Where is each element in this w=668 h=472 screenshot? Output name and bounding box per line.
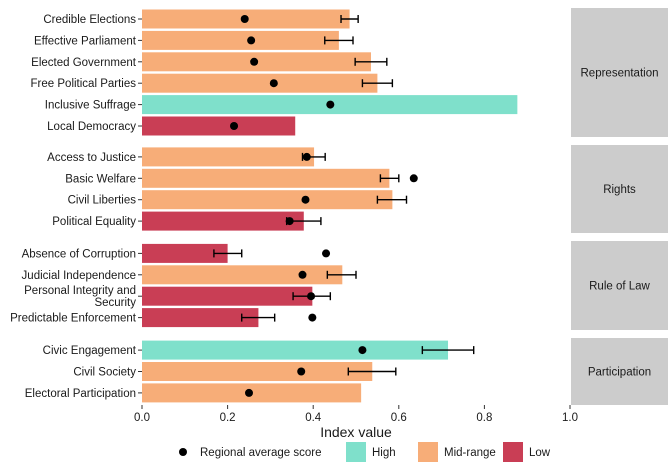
regional-average-point — [322, 249, 331, 258]
category-label: Absence of Corruption — [22, 248, 136, 260]
category-label: Civil Liberties — [68, 195, 137, 207]
facet-label: Rights — [603, 184, 636, 196]
legend-point-symbol — [179, 448, 187, 456]
x-tick-label: 0.6 — [391, 412, 407, 424]
row-absence-of-corruption: Absence of Corruption — [22, 243, 331, 263]
legend-point-label: Regional average score — [200, 447, 321, 459]
category-label: Basic Welfare — [65, 173, 136, 185]
bar — [142, 362, 373, 381]
row-inclusive-suffrage: Inclusive Suffrage — [45, 95, 518, 115]
bar — [142, 190, 393, 210]
facets-layer: Representation Credible Elections Effectiv… — [10, 8, 668, 405]
category-label: Access to Justice — [47, 152, 136, 164]
facet-label: Representation — [581, 68, 659, 80]
regional-average-point — [308, 313, 317, 322]
legend-label-low: Low — [529, 447, 551, 459]
regional-average-point — [302, 152, 311, 161]
bar — [142, 286, 313, 306]
facet-strip — [571, 241, 668, 330]
x-tick-label: 1.0 — [562, 412, 578, 424]
category-label: Local Democracy — [47, 121, 136, 133]
row-civil-liberties: Civil Liberties — [68, 190, 408, 210]
regional-average-point — [358, 346, 367, 355]
category-label-line: Security — [94, 297, 136, 309]
bar — [142, 116, 296, 136]
row-free-political-parties: Free Political Parties — [31, 73, 394, 93]
row-civic-engagement: Civic Engagement — [43, 340, 475, 360]
bar — [142, 265, 343, 285]
row-judicial-independence: Judicial Independence — [22, 265, 357, 285]
regional-average-point — [326, 100, 335, 109]
row-access-to-justice: Access to Justice — [47, 147, 326, 167]
category-label: Credible Elections — [43, 14, 136, 26]
x-axis-title: Index value — [320, 424, 392, 440]
category-label: Civil Society — [73, 367, 136, 379]
facet-rights: Rights Access to Justice Basic Welfare Civi… — [47, 145, 668, 233]
category-label: Civic Engagement — [43, 345, 137, 357]
bar — [142, 340, 449, 360]
regional-average-point — [230, 122, 239, 130]
row-elected-government: Elected Government — [31, 52, 388, 72]
category-label: Effective Parliament — [34, 35, 137, 47]
category-label: Political Equality — [52, 216, 136, 228]
legend-label-high: High — [372, 447, 396, 459]
row-predictable-enforcement: Predictable Enforcement — [10, 308, 317, 328]
facet-strip — [571, 338, 668, 405]
row-local-democracy: Local Democracy — [47, 116, 296, 136]
facet-rule-of-law: Rule of Law Absence of Corruption Judicial… — [10, 241, 668, 330]
facet-strip — [571, 8, 668, 137]
x-tick-label: 0.8 — [476, 412, 492, 424]
category-label: Inclusive Suffrage — [45, 100, 136, 112]
regional-average-point — [307, 292, 316, 301]
facet-label: Participation — [588, 367, 651, 379]
regional-average-point — [297, 367, 306, 376]
category-label: Judicial Independence — [22, 270, 136, 282]
category-label: Free Political Parties — [31, 78, 137, 90]
legend-key-mid-range — [418, 442, 438, 462]
regional-average-point — [247, 36, 256, 45]
facet-label: Rule of Law — [589, 281, 650, 293]
category-label: Electoral Participation — [25, 388, 136, 400]
regional-average-point — [245, 388, 253, 397]
legend-key-high — [346, 442, 366, 462]
x-axis: 0.0 0.2 0.4 0.6 0.8 1.0 — [134, 405, 578, 424]
regional-average-point — [240, 15, 249, 23]
row-basic-welfare: Basic Welfare — [65, 168, 418, 188]
category-label-line: Personal Integrity and — [24, 285, 136, 297]
row-credible-elections: Credible Elections — [43, 9, 359, 29]
bar — [142, 308, 259, 328]
legend-label-mid-range: Mid-range — [444, 447, 496, 459]
regional-average-point — [269, 79, 278, 88]
x-tick-label: 0.2 — [220, 412, 236, 424]
row-effective-parliament: Effective Parliament — [34, 30, 354, 50]
category-label: Predictable Enforcement — [10, 313, 137, 325]
bar — [142, 30, 339, 50]
regional-average-point — [301, 195, 310, 204]
legend-key-low — [503, 442, 523, 462]
row-electoral-participation: Electoral Participation — [25, 383, 362, 403]
regional-average-point — [285, 217, 294, 226]
bar — [142, 211, 304, 231]
facet-participation: Participation Civic Engagement Civil Socie… — [25, 338, 668, 405]
regional-average-point — [250, 57, 259, 66]
category-label: Elected Government — [31, 57, 137, 69]
legend: Regional average score High Mid-range Low — [179, 442, 551, 462]
x-tick-label: 0.0 — [134, 412, 150, 424]
regional-average-point — [409, 174, 418, 183]
bar — [142, 168, 390, 188]
row-political-equality: Political Equality — [52, 211, 322, 231]
facet-representation: Representation Credible Elections Effectiv… — [31, 8, 668, 137]
bar — [142, 243, 228, 263]
category-label: Personal Integrity and Security — [24, 285, 136, 309]
x-tick-label: 0.4 — [305, 412, 322, 424]
facet-strip — [571, 145, 668, 233]
bar — [142, 73, 378, 93]
regional-average-point — [298, 270, 307, 279]
bar — [142, 147, 315, 167]
row-civil-society: Civil Society — [73, 362, 397, 381]
row-personal-integrity-and-security: Personal Integrity and Security — [24, 285, 332, 309]
